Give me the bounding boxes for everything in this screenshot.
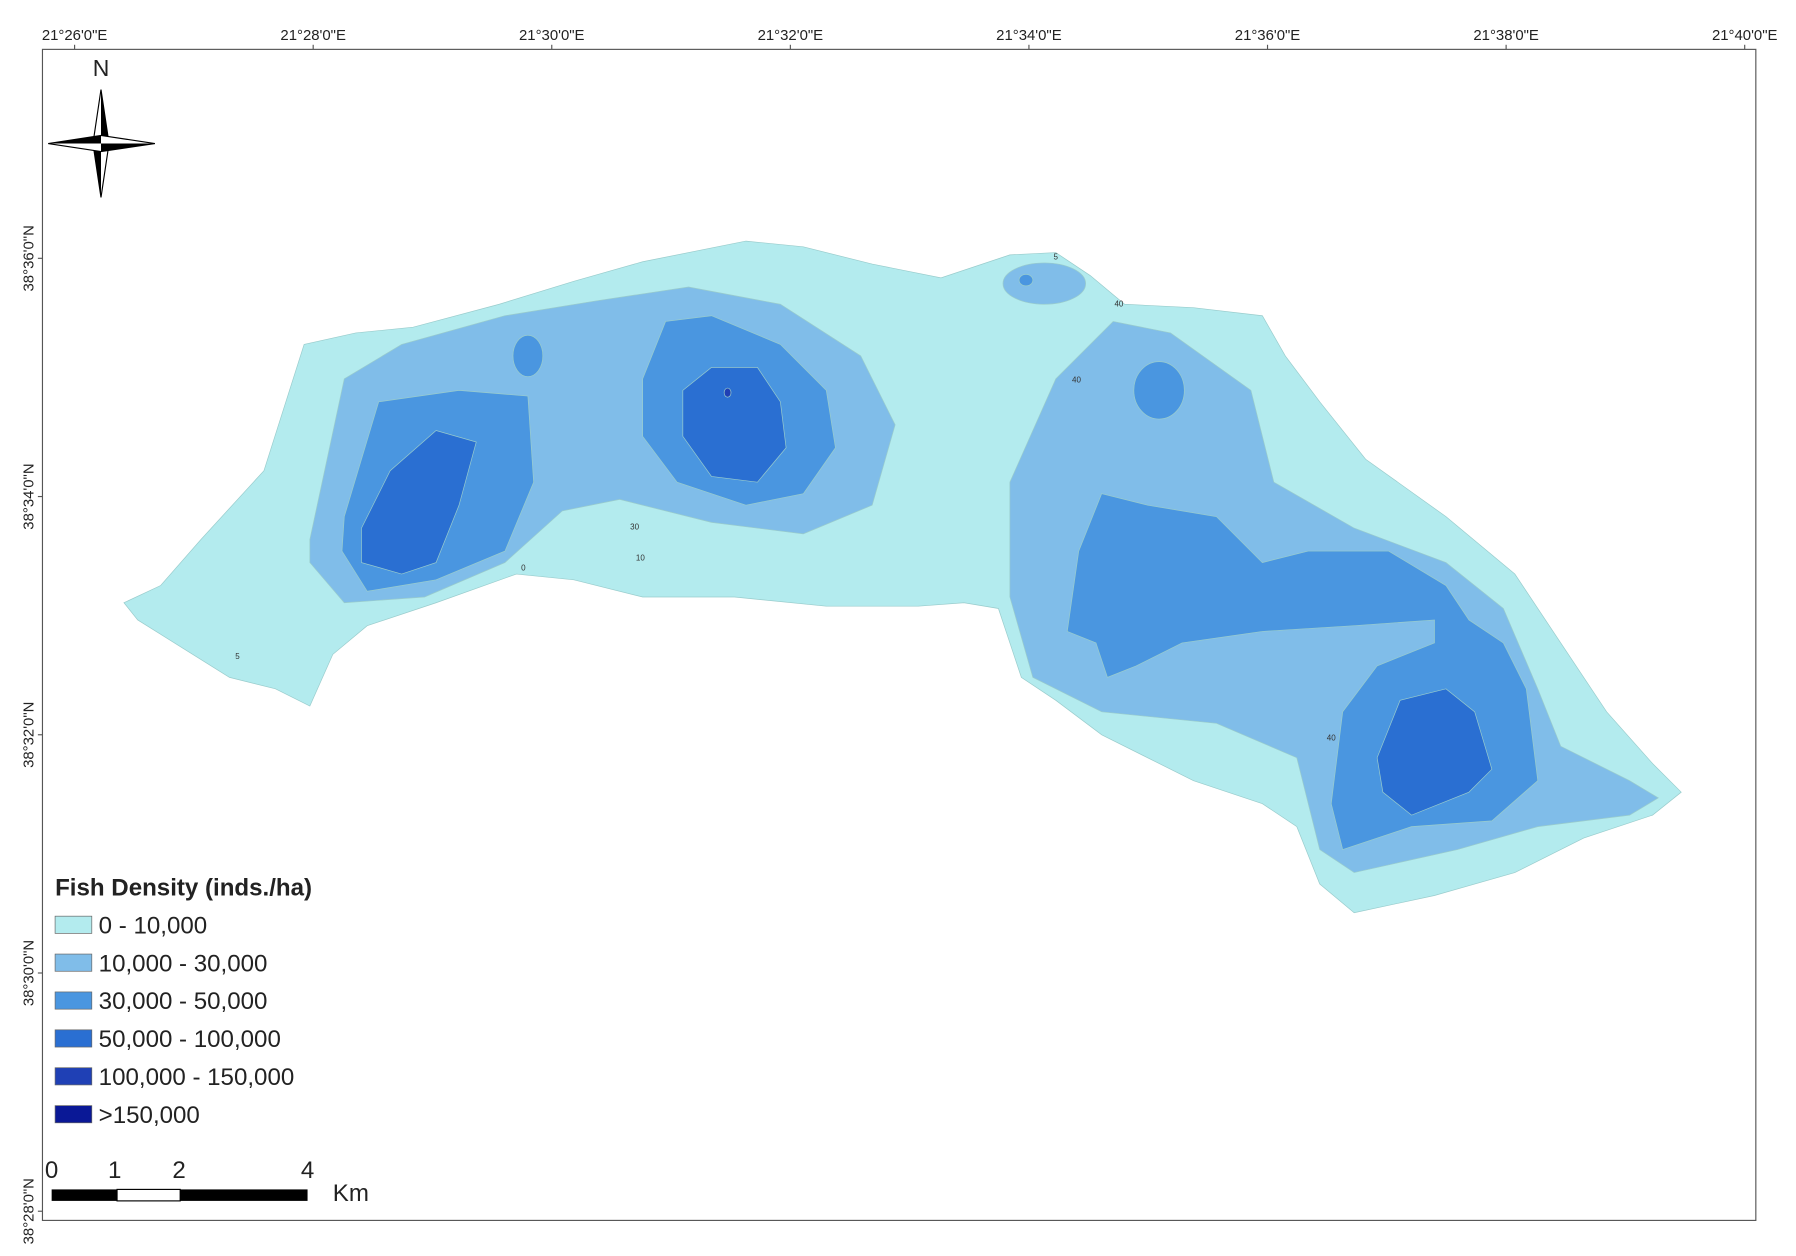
legend-label: 30,000 - 50,000 <box>99 988 268 1015</box>
latitude-label: 38°28'0"N <box>20 1178 37 1244</box>
legend-swatch <box>54 991 93 1010</box>
longitude-label: 21°34'0"E <box>996 27 1062 44</box>
longitude-label: 21°32'0"E <box>758 27 824 44</box>
density-zones <box>123 240 1682 914</box>
latitude-label: 38°32'0"N <box>20 702 37 768</box>
contour-label: 30 <box>630 522 639 531</box>
legend-title: Fish Density (inds./ha) <box>55 874 312 901</box>
contour-label: 5 <box>235 652 240 661</box>
coordinate-labels: 21°26'0"E 21°28'0"E 21°30'0"E 21°32'0"E 21°3… <box>20 27 1777 1244</box>
scale-unit: Km <box>333 1180 369 1207</box>
legend-swatch <box>54 1067 93 1086</box>
longitude-label: 21°30'0"E <box>519 27 585 44</box>
zone <box>723 387 732 398</box>
scale-label: 1 <box>108 1157 121 1184</box>
longitude-label: 21°36'0"E <box>1235 27 1301 44</box>
contour-labels: 5 40 40 30 10 0 5 40 <box>235 252 1336 742</box>
legend-label: 0 - 10,000 <box>99 912 207 939</box>
longitude-label: 21°40'0"E <box>1712 27 1778 44</box>
longitude-label: 21°28'0"E <box>280 27 346 44</box>
zone <box>1002 262 1086 305</box>
legend: 0 - 10,000 10,000 - 30,000 30,000 - 50,000… <box>54 912 295 1129</box>
legend-swatch <box>54 953 93 972</box>
legend-swatch <box>54 1029 93 1048</box>
scale-label: 0 <box>45 1157 58 1184</box>
longitude-label: 21°26'0"E <box>42 27 108 44</box>
scale-label: 4 <box>301 1157 314 1184</box>
legend-label: 10,000 - 30,000 <box>99 950 268 977</box>
legend-label: >150,000 <box>99 1102 200 1129</box>
contour-label: 0 <box>521 564 526 573</box>
zone <box>1376 688 1493 816</box>
latitude-label: 38°34'0"N <box>20 463 37 529</box>
contour-label: 10 <box>636 553 645 562</box>
longitude-label: 21°38'0"E <box>1473 27 1539 44</box>
contour-label: 5 <box>1054 252 1059 261</box>
latitude-label: 38°30'0"N <box>20 940 37 1006</box>
contour-label: 40 <box>1072 375 1081 384</box>
north-label: N <box>93 55 110 81</box>
zone <box>682 367 787 483</box>
north-arrow: N <box>48 55 156 198</box>
legend-label: 50,000 - 100,000 <box>99 1026 281 1053</box>
zone <box>1133 361 1185 420</box>
legend-swatch <box>54 1105 93 1124</box>
contour-label: 40 <box>1114 300 1123 309</box>
legend-swatch <box>54 915 93 934</box>
scale-labels: 0 1 2 4 <box>45 1157 314 1184</box>
scale-label: 2 <box>172 1157 185 1184</box>
scale-bar: Km <box>51 1180 369 1207</box>
zone <box>512 334 544 377</box>
legend-label: 100,000 - 150,000 <box>99 1064 295 1091</box>
zone <box>1018 274 1034 287</box>
zone <box>361 430 477 575</box>
latitude-label: 38°36'0"N <box>20 225 37 291</box>
contour-label: 40 <box>1327 734 1336 743</box>
